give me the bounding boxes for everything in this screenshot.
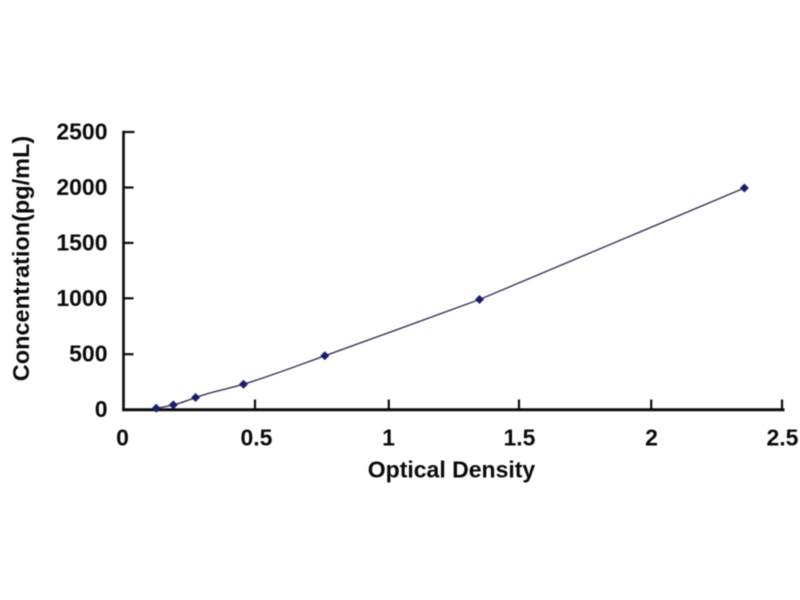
- svg-text:2.5: 2.5: [767, 425, 799, 451]
- svg-text:Concentration(pg/mL): Concentration(pg/mL): [8, 136, 34, 381]
- svg-text:0.5: 0.5: [241, 425, 273, 451]
- svg-text:1500: 1500: [56, 229, 107, 255]
- svg-text:1000: 1000: [56, 285, 107, 311]
- svg-text:500: 500: [69, 341, 107, 367]
- svg-text:2000: 2000: [56, 174, 107, 200]
- svg-text:2500: 2500: [56, 119, 107, 145]
- svg-text:1.5: 1.5: [504, 425, 536, 451]
- svg-text:2: 2: [645, 425, 658, 451]
- svg-text:Optical Density: Optical Density: [368, 457, 536, 483]
- svg-text:1: 1: [382, 425, 395, 451]
- svg-text:0: 0: [95, 396, 108, 422]
- svg-text:0: 0: [116, 425, 129, 451]
